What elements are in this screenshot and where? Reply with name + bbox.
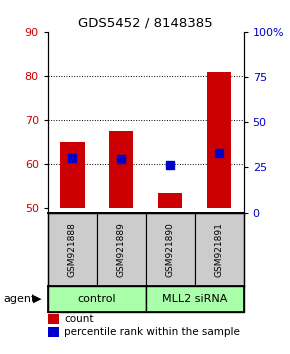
Bar	[48, 314, 59, 324]
Text: ▶: ▶	[33, 294, 42, 304]
Bar	[48, 286, 146, 312]
Text: GSM921891: GSM921891	[215, 222, 224, 277]
Bar	[158, 193, 182, 208]
Bar	[146, 286, 244, 312]
Text: agent: agent	[3, 294, 35, 304]
Bar	[146, 213, 195, 286]
Bar	[48, 213, 97, 286]
Bar	[109, 131, 133, 208]
Bar	[195, 213, 244, 286]
Title: GDS5452 / 8148385: GDS5452 / 8148385	[78, 16, 213, 29]
Text: percentile rank within the sample: percentile rank within the sample	[64, 327, 240, 337]
Text: GSM921890: GSM921890	[166, 222, 175, 277]
Text: MLL2 siRNA: MLL2 siRNA	[162, 294, 227, 304]
Bar	[48, 327, 59, 337]
Bar	[60, 142, 85, 208]
Text: control: control	[77, 294, 116, 304]
Bar	[97, 213, 146, 286]
Bar	[207, 72, 231, 208]
Text: count: count	[64, 314, 94, 324]
Text: GSM921888: GSM921888	[68, 222, 77, 277]
Text: GSM921889: GSM921889	[117, 222, 126, 277]
